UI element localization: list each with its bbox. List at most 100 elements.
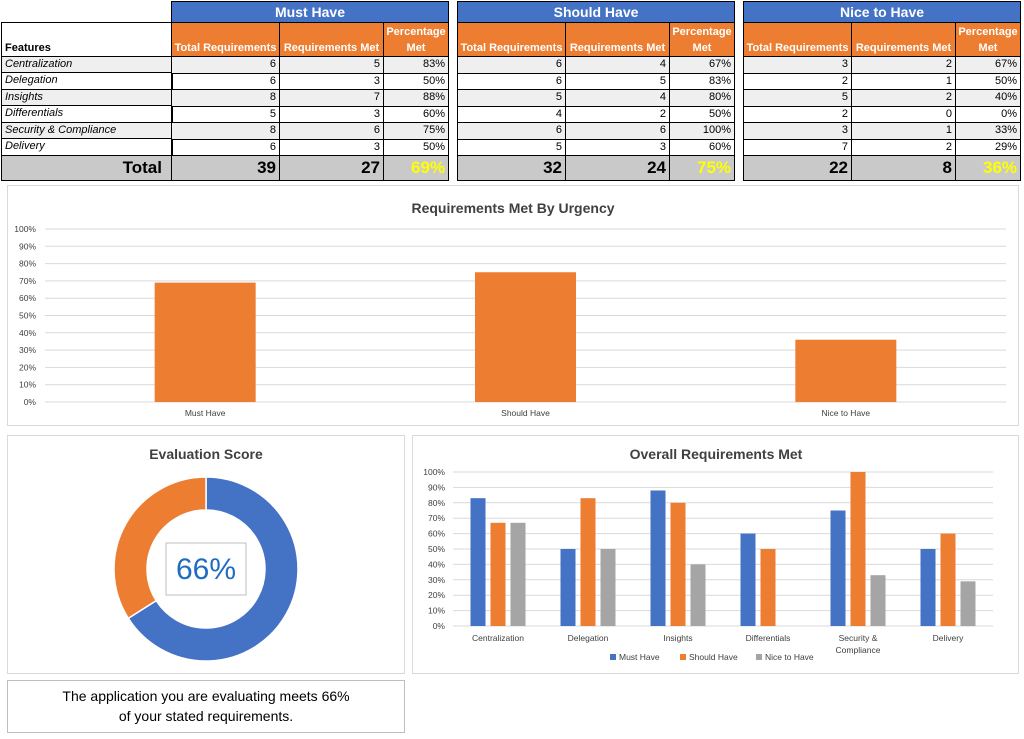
table-cell: 2 [851, 56, 956, 74]
nice-to-have-header: Nice to Have [742, 1, 1022, 23]
table-cell: 50% [382, 138, 450, 156]
table-cell: 40% [954, 89, 1022, 107]
requirements-met-header: Requirements Met [565, 22, 670, 57]
total-cell: 24 [565, 155, 670, 181]
feature-name: Insights [1, 88, 173, 106]
bar [650, 490, 666, 626]
legend-label: Should Have [689, 652, 738, 662]
total-cell: 22 [743, 155, 852, 181]
table-cell: 5 [743, 89, 852, 107]
x-tick-label: Security & [839, 633, 878, 643]
total-cell: 36% [954, 155, 1022, 181]
table-cell: 3 [279, 72, 384, 90]
table-cell: 8 [171, 122, 280, 140]
x-tick-label: Delegation [568, 633, 609, 643]
table-cell: 2 [743, 105, 852, 123]
score-box [165, 542, 247, 596]
table-cell: 4 [565, 56, 670, 74]
evaluation-score-chart: Evaluation Score 66% [113, 446, 299, 662]
y-tick-label: 80% [428, 498, 445, 508]
bar [154, 282, 256, 402]
total-cell: 32 [457, 155, 566, 181]
must-have-table: Must Have Total Requirements Requirements … [170, 1, 450, 181]
donut-slice [113, 476, 207, 620]
table-cell: 50% [382, 72, 450, 90]
bar [870, 575, 886, 626]
table-cell: 50% [954, 72, 1022, 90]
table-cell: 1 [851, 72, 956, 90]
x-tick-label: Delivery [933, 633, 964, 643]
overall-requirements-chart: Overall Requirements Met 0% 10% 20% 30% 40% 50… [423, 446, 993, 662]
x-tick-label: Must Have [185, 408, 226, 418]
bar [920, 549, 936, 626]
nice-to-have-table: Nice to Have Total Requirements Requiremen… [742, 1, 1022, 181]
y-tick-label: 40% [428, 559, 445, 569]
table-cell: 5 [279, 56, 384, 74]
y-tick-label: 80% [19, 259, 36, 269]
table-cell: 6 [565, 122, 670, 140]
score-label: 66% [176, 553, 236, 586]
total-requirements-header: Total Requirements [457, 22, 566, 57]
y-tick-label: 40% [19, 328, 36, 338]
bar [830, 510, 846, 626]
table-cell: 7 [279, 89, 384, 107]
urgency-chart: Requirements Met By Urgency 0% 10% 20% 30% 40… [14, 200, 1006, 418]
feature-name: Security & Compliance [1, 121, 173, 139]
x-tick-label: Insights [663, 633, 692, 643]
table-cell: 0% [954, 105, 1022, 123]
table-cell: 6 [171, 72, 280, 90]
should-have-header: Should Have [456, 1, 736, 23]
overall-chart-panel: Overall Requirements Met 0% 10% 20% 30% 40% 50… [412, 435, 1019, 674]
total-requirements-header: Total Requirements [743, 22, 852, 57]
x-tick-label: Centralization [472, 633, 524, 643]
table-cell: 7 [743, 138, 852, 156]
bar [580, 498, 596, 626]
y-tick-label: 90% [19, 241, 36, 251]
table-cell: 6 [171, 138, 280, 156]
table-cell: 4 [457, 105, 566, 123]
should-have-table: Should Have Total Requirements Requirement… [456, 1, 736, 181]
y-tick-label: 20% [428, 590, 445, 600]
y-tick-label: 0% [433, 621, 446, 631]
table-cell: 2 [743, 72, 852, 90]
requirements-met-header: Requirements Met [279, 22, 384, 57]
table-cell: 6 [171, 56, 280, 74]
total-cell: 8 [851, 155, 956, 181]
table-cell: 3 [743, 56, 852, 74]
table-cell: 29% [954, 138, 1022, 156]
table-cell: 1 [851, 122, 956, 140]
y-tick-label: 0% [24, 397, 37, 407]
x-tick-label: Differentials [746, 633, 791, 643]
y-tick-label: 60% [19, 293, 36, 303]
bar [740, 533, 756, 626]
percentage-met-header: Percentage Met [668, 22, 736, 57]
table-cell: 3 [279, 138, 384, 156]
table-cell: 3 [743, 122, 852, 140]
total-requirements-header: Total Requirements [171, 22, 280, 57]
y-tick-label: 60% [428, 529, 445, 539]
y-tick-label: 50% [19, 311, 36, 321]
bar [475, 272, 576, 402]
donut-slice [127, 476, 299, 662]
total-label: Total [1, 154, 173, 181]
total-cell: 39 [171, 155, 280, 181]
bar [760, 549, 776, 626]
y-tick-label: 30% [428, 575, 445, 585]
features-header: Features [1, 21, 173, 57]
y-tick-label: 100% [423, 467, 445, 477]
y-tick-label: 100% [14, 224, 36, 234]
feature-name: Differentials [1, 105, 173, 123]
table-cell: 100% [668, 122, 736, 140]
x-tick-label: Should Have [501, 408, 550, 418]
table-cell: 83% [668, 72, 736, 90]
table-cell: 75% [382, 122, 450, 140]
table-cell: 67% [668, 56, 736, 74]
table-cell: 5 [171, 105, 280, 123]
table-cell: 6 [457, 122, 566, 140]
bar [850, 472, 866, 626]
y-tick-label: 90% [428, 482, 445, 492]
table-cell: 6 [457, 72, 566, 90]
table-cell: 3 [565, 138, 670, 156]
chart-title: Evaluation Score [149, 446, 263, 462]
table-cell: 0 [851, 105, 956, 123]
